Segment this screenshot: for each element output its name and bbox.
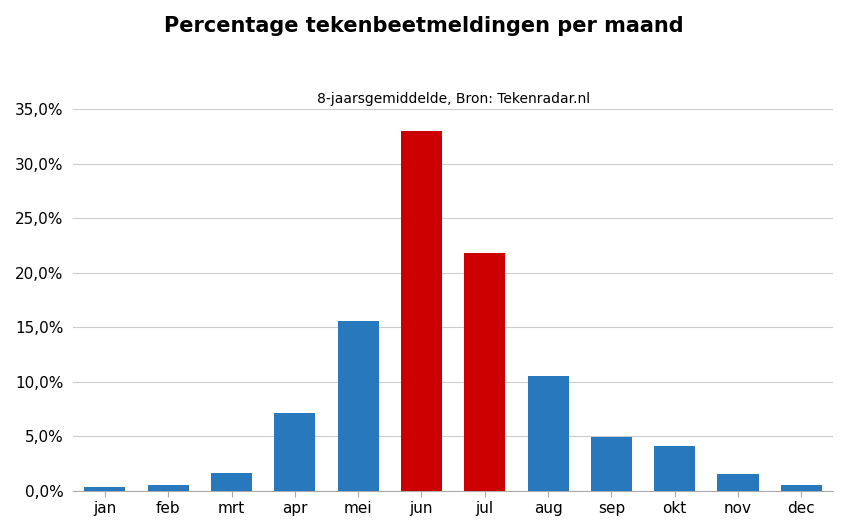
Bar — [464, 253, 505, 491]
Bar — [401, 131, 442, 491]
Bar — [591, 437, 632, 491]
Bar — [338, 321, 379, 491]
Bar — [274, 413, 315, 491]
Text: Percentage tekenbeetmeldingen per maand: Percentage tekenbeetmeldingen per maand — [165, 16, 683, 36]
Bar — [148, 485, 189, 491]
Bar — [717, 474, 759, 491]
Bar — [211, 473, 252, 491]
Title: 8-jaarsgemiddelde, Bron: Tekenradar.nl: 8-jaarsgemiddelde, Bron: Tekenradar.nl — [316, 92, 589, 107]
Bar — [654, 446, 695, 491]
Bar — [84, 487, 126, 491]
Bar — [527, 376, 569, 491]
Bar — [781, 485, 822, 491]
